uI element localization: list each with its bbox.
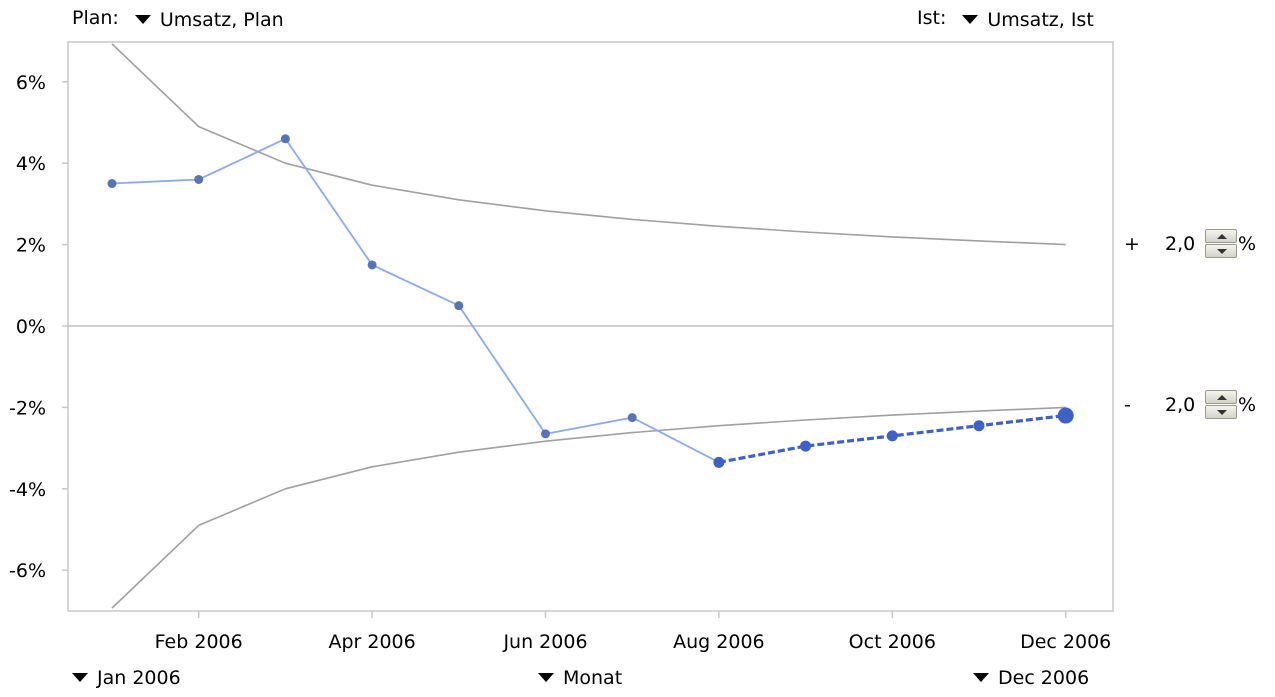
spin-down-button[interactable] — [1205, 244, 1237, 258]
dropdown-arrow-icon — [72, 673, 88, 682]
actual-data-point — [627, 413, 637, 423]
y-tick-label: 0% — [16, 316, 46, 338]
y-tick-label: 2% — [16, 235, 46, 257]
actual-selector[interactable]: Ist: Umsatz, Ist — [917, 6, 1094, 32]
y-tick-label: 4% — [16, 153, 46, 175]
actual-data-point — [367, 260, 377, 270]
x-tick-label: Feb 2006 — [155, 631, 243, 653]
period-unit-selector[interactable]: Monat — [538, 664, 622, 690]
spin-up-button[interactable] — [1205, 390, 1237, 404]
plan-label: Plan: — [72, 7, 119, 29]
y-tick-label: 6% — [16, 72, 46, 94]
upper-tolerance-input[interactable]: 2,0 — [1165, 233, 1196, 255]
dropdown-arrow-icon — [134, 15, 151, 24]
upper-tolerance-spinner[interactable] — [1205, 229, 1237, 259]
period-unit-value: Monat — [563, 666, 623, 689]
actual-data-point — [454, 301, 464, 311]
lower-tolerance-control: - 2,0 % — [1124, 390, 1269, 420]
x-tick-label: Dec 2006 — [1020, 631, 1111, 653]
y-axis: 6% 4% 2% 0% -2% -4% -6% — [9, 72, 68, 582]
y-tick-label: -2% — [9, 397, 46, 419]
actual-dropdown[interactable]: Umsatz, Ist — [962, 8, 1094, 32]
forecast-end-point — [1057, 407, 1074, 424]
period-start-selector[interactable]: Jan 2006 — [72, 664, 181, 690]
x-tick-label: Oct 2006 — [849, 631, 936, 653]
actual-data-point — [280, 134, 290, 144]
period-end-value: Dec 2006 — [998, 666, 1090, 689]
lower-tolerance-sign: - — [1124, 394, 1131, 416]
series-group — [107, 134, 1074, 468]
y-tick-label: -6% — [9, 560, 46, 582]
lower-tolerance-input[interactable]: 2,0 — [1165, 394, 1196, 416]
y-tick-label: -4% — [9, 479, 46, 501]
x-tick-label: Apr 2006 — [328, 631, 415, 653]
plan-value: Umsatz, Plan — [159, 8, 284, 31]
period-start-value: Jan 2006 — [97, 666, 181, 689]
spin-up-button[interactable] — [1205, 229, 1237, 243]
forecast-data-point — [800, 440, 812, 452]
actual-label: Ist: — [917, 7, 947, 29]
forecast-data-point — [713, 456, 725, 468]
upper-tolerance-sign: + — [1124, 233, 1140, 255]
plan-dropdown[interactable]: Umsatz, Plan — [134, 8, 284, 32]
dropdown-arrow-icon — [538, 673, 554, 682]
arrow-up-icon — [1217, 234, 1227, 239]
plan-selector[interactable]: Plan: Umsatz, Plan — [72, 6, 284, 32]
arrow-down-icon — [1217, 249, 1227, 254]
actual-data-point — [107, 179, 117, 189]
forecast-data-point — [886, 430, 898, 442]
period-end-selector[interactable]: Dec 2006 — [973, 664, 1089, 690]
lower-tolerance-unit: % — [1238, 394, 1257, 416]
forecast-data-point — [973, 420, 985, 432]
actual-value: Umsatz, Ist — [987, 8, 1094, 31]
lower-tolerance-line — [111, 406, 1066, 609]
x-axis: Feb 2006 Apr 2006 Jun 2006 Aug 2006 Oct 2006… — [155, 611, 1111, 653]
actual-data-point — [194, 174, 204, 184]
x-tick-label: Aug 2006 — [673, 631, 765, 653]
upper-tolerance-line — [111, 43, 1066, 246]
arrow-down-icon — [1217, 410, 1227, 415]
dropdown-arrow-icon — [973, 673, 989, 682]
spin-down-button[interactable] — [1205, 405, 1237, 419]
lower-tolerance-spinner[interactable] — [1205, 390, 1237, 420]
tolerance-band-group — [111, 43, 1066, 609]
upper-tolerance-control: + 2,0 % — [1124, 229, 1269, 259]
arrow-up-icon — [1217, 395, 1227, 400]
actual-data-point — [541, 429, 550, 439]
dropdown-arrow-icon — [962, 15, 979, 24]
upper-tolerance-unit: % — [1238, 233, 1257, 255]
x-tick-label: Jun 2006 — [502, 631, 587, 653]
actual-series-line — [111, 137, 720, 464]
